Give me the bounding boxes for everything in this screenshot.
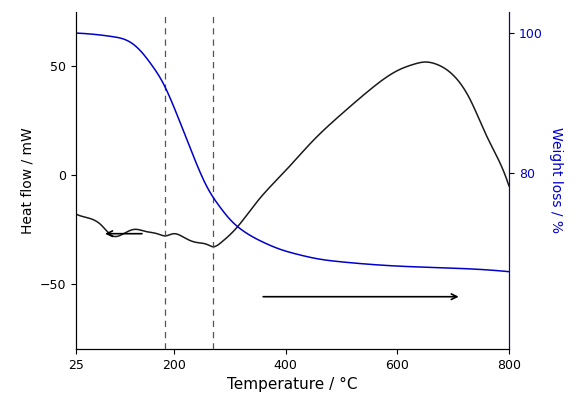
X-axis label: Temperature / °C: Temperature / °C (227, 377, 358, 392)
Y-axis label: Weight loss / %: Weight loss / % (549, 128, 563, 233)
Y-axis label: Heat flow / mW: Heat flow / mW (20, 127, 35, 234)
